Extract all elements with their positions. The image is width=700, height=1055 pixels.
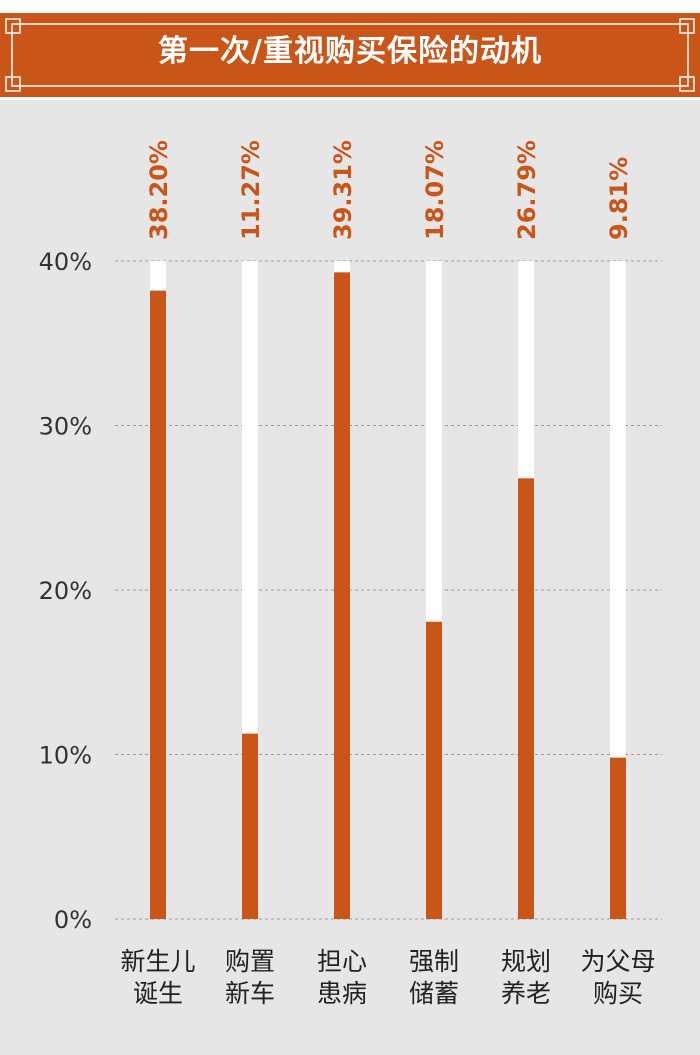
y-tick-label: 40%	[39, 248, 92, 276]
bar	[518, 478, 534, 919]
y-tick-label: 0%	[54, 906, 92, 934]
data-label: 11.27%	[237, 140, 265, 240]
category-label-line: 养老	[500, 979, 551, 1008]
bar-track	[610, 261, 626, 919]
y-tick-label: 10%	[39, 742, 92, 770]
data-label: 9.81%	[605, 157, 633, 240]
title-banner: 第一次/重视购买保险的动机	[0, 13, 700, 97]
data-label: 26.79%	[513, 140, 541, 240]
data-label: 39.31%	[329, 140, 357, 240]
y-tick-label: 20%	[39, 577, 92, 605]
bar	[334, 272, 350, 920]
category-label-line: 规划	[500, 947, 551, 976]
category-label-line: 强制	[408, 947, 459, 976]
bar	[610, 757, 626, 919]
bar	[426, 621, 442, 919]
bar	[150, 290, 166, 919]
category-label-line: 为父母	[580, 947, 656, 976]
chart-title: 第一次/重视购买保险的动机	[158, 34, 542, 69]
category-label: 规划 养老	[471, 946, 581, 1010]
category-label: 强制 储蓄	[379, 946, 489, 1010]
data-label: 38.20%	[145, 140, 173, 240]
category-label-line: 诞生	[132, 979, 183, 1008]
banner-frame-ornament	[5, 18, 695, 92]
category-label: 新生儿 诞生	[103, 946, 213, 1010]
bar	[242, 733, 258, 919]
y-tick-label: 30%	[39, 413, 92, 441]
category-label-line: 购买	[592, 979, 643, 1008]
category-label-line: 购置	[224, 947, 275, 976]
category-label: 担心 患病	[287, 946, 397, 1010]
category-label-line: 新生儿	[120, 947, 196, 976]
category-label: 为父母 购买	[563, 946, 673, 1010]
category-label-line: 新车	[224, 979, 275, 1008]
data-label: 18.07%	[421, 140, 449, 240]
category-label: 购置 新车	[195, 946, 305, 1010]
category-label-line: 担心	[316, 947, 367, 976]
category-label-line: 患病	[316, 979, 367, 1008]
category-label-line: 储蓄	[408, 979, 459, 1008]
